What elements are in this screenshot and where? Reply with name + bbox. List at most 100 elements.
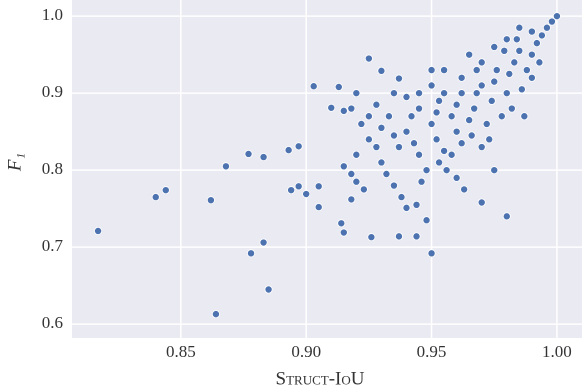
point (427, 66, 436, 75)
point (294, 182, 303, 191)
point (432, 135, 441, 144)
point (389, 89, 398, 98)
point (492, 66, 501, 75)
point (394, 74, 403, 83)
point (515, 23, 524, 32)
point (314, 203, 323, 212)
point (422, 166, 431, 175)
x-tick-label: 0.85 (166, 342, 196, 361)
y-tick-label: 1.0 (42, 5, 63, 24)
point (415, 104, 424, 113)
point (515, 46, 524, 55)
point (377, 123, 386, 132)
point (327, 103, 336, 112)
point (151, 193, 160, 202)
point (477, 198, 486, 207)
point (497, 112, 506, 121)
point (417, 177, 426, 186)
x-tick-label: 0.90 (291, 342, 321, 361)
point (435, 96, 444, 105)
point (532, 39, 541, 48)
y-tick-label: 0.6 (42, 313, 63, 332)
point (294, 142, 303, 151)
point (527, 27, 536, 36)
point (415, 89, 424, 98)
point (447, 112, 456, 121)
point (452, 100, 461, 109)
point (452, 173, 461, 182)
point (334, 83, 343, 92)
point (402, 127, 411, 136)
point (470, 104, 479, 113)
point (460, 185, 469, 194)
point (394, 232, 403, 241)
x-tick-label: 1.00 (542, 342, 572, 361)
point (467, 131, 476, 140)
point (314, 182, 323, 191)
point (535, 58, 544, 67)
point (547, 17, 556, 26)
point (377, 66, 386, 75)
point (161, 186, 170, 195)
x-tick-label: 0.95 (417, 342, 447, 361)
point (527, 73, 536, 82)
point (527, 50, 536, 59)
point (357, 119, 366, 128)
point (367, 233, 376, 242)
point (465, 50, 474, 59)
point (284, 146, 293, 155)
point (435, 158, 444, 167)
point (337, 219, 346, 228)
point (364, 135, 373, 144)
point (402, 93, 411, 102)
point (457, 139, 466, 148)
point (407, 112, 416, 121)
point (347, 170, 356, 179)
point (507, 104, 516, 113)
x-axis-label: Struct-IoU (276, 368, 365, 389)
point (485, 135, 494, 144)
point (500, 46, 509, 55)
point (552, 12, 561, 21)
point (384, 112, 393, 121)
point (432, 108, 441, 117)
point (377, 158, 386, 167)
point (339, 162, 348, 171)
point (517, 85, 526, 94)
point (359, 185, 368, 194)
point (206, 196, 215, 205)
point (487, 96, 496, 105)
point (490, 166, 499, 175)
point (542, 23, 551, 32)
point (352, 89, 361, 98)
point (427, 249, 436, 258)
point (490, 77, 499, 86)
point (259, 153, 268, 162)
y-tick-label: 0.9 (42, 82, 63, 101)
point (510, 58, 519, 67)
point (389, 131, 398, 140)
point (302, 190, 311, 199)
point (427, 81, 436, 90)
point (397, 193, 406, 202)
point (502, 35, 511, 44)
point (477, 58, 486, 67)
point (472, 89, 481, 98)
point (457, 89, 466, 98)
y-axis-label: F₁ (4, 153, 25, 172)
point (502, 89, 511, 98)
y-tick-label: 0.8 (42, 159, 63, 178)
point (94, 226, 103, 235)
point (410, 139, 419, 148)
point (452, 127, 461, 136)
point (382, 170, 391, 179)
point (402, 203, 411, 212)
point (440, 89, 449, 98)
point (364, 112, 373, 121)
point (465, 116, 474, 125)
point (394, 143, 403, 152)
point (339, 106, 348, 115)
point (287, 186, 296, 195)
point (505, 69, 514, 78)
